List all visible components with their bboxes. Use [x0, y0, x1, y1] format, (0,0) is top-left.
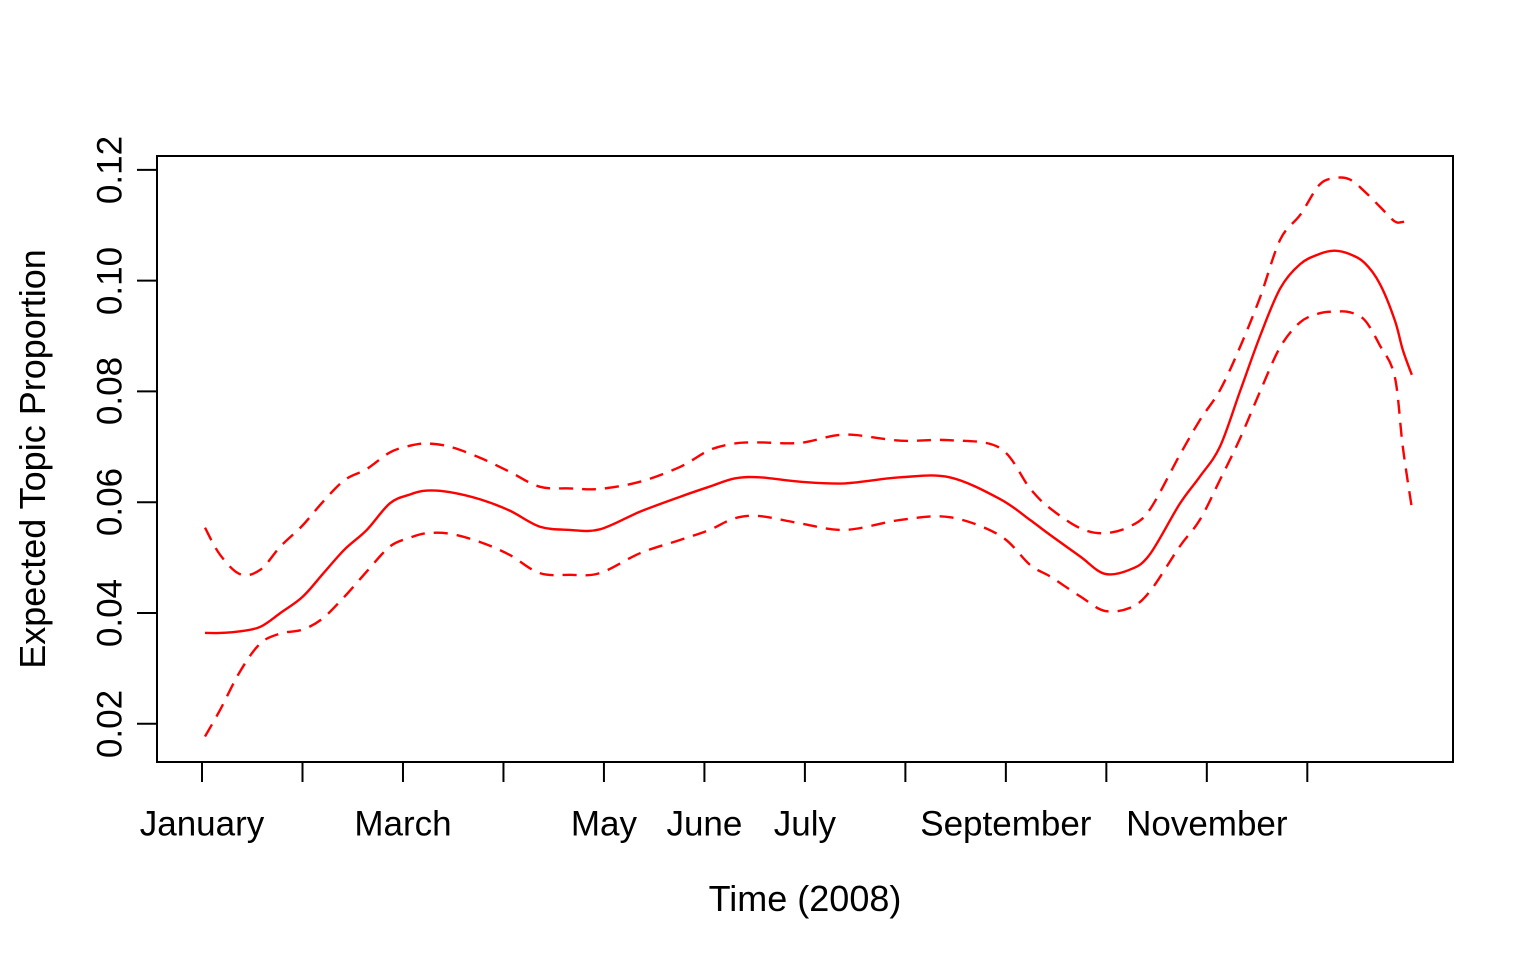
x-tick-label-june: June [666, 804, 743, 844]
lower-95-ci-line [203, 310, 1413, 738]
x-tick-label-july: July [773, 804, 837, 844]
y-axis-title: Expected Topic Proportion [12, 249, 53, 669]
upper-95-ci-line [203, 176, 1412, 577]
x-tick-label-november: November [1126, 804, 1288, 844]
y-tick-label-0.12: 0.12 [90, 135, 130, 204]
plot-box [156, 155, 1454, 763]
x-tick-label-january: January [139, 804, 265, 844]
mean-line [204, 249, 1413, 635]
y-tick-label-0.08: 0.08 [90, 357, 130, 426]
x-tick-label-september: September [920, 804, 1092, 844]
x-tick-label-may: May [570, 804, 637, 844]
x-tick-label-march: March [354, 804, 452, 844]
y-tick-label-0.10: 0.10 [90, 246, 130, 315]
x-axis-title: Time (2008) [708, 878, 902, 919]
y-tick-label-0.04: 0.04 [90, 578, 130, 648]
y-tick-label-0.06: 0.06 [90, 468, 130, 537]
y-tick-label-0.02: 0.02 [90, 689, 130, 758]
